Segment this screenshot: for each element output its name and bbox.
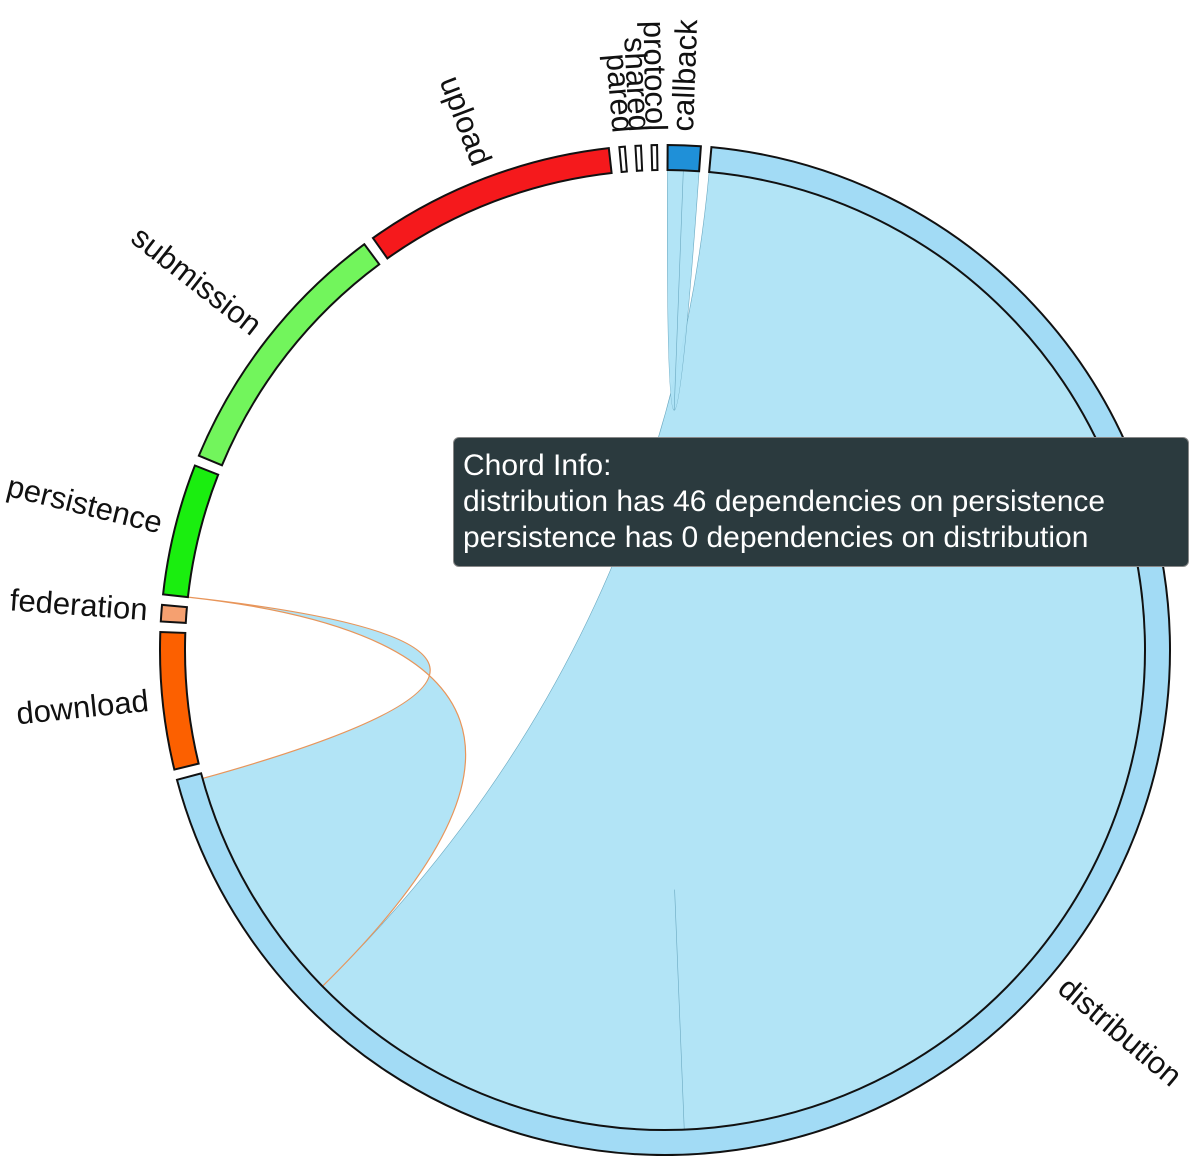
group-label: pared — [599, 52, 641, 134]
group-arc — [650, 144, 659, 172]
group-label: download — [15, 683, 151, 731]
group-arc — [197, 242, 381, 467]
group-arc — [159, 631, 200, 771]
group-label: shared — [617, 36, 657, 133]
tooltip-title: Chord Info: — [463, 449, 612, 482]
group-label: upload — [433, 71, 499, 170]
group-arc — [159, 603, 189, 624]
group-label: persistence — [4, 468, 166, 540]
group-arc — [634, 144, 644, 172]
group-label: callback — [665, 18, 704, 132]
group-label: protocol — [636, 20, 673, 131]
group-arc — [161, 464, 220, 599]
tooltip-line: persistence has 0 dependencies on distri… — [463, 521, 1089, 554]
group-arc — [618, 145, 628, 174]
group-arc — [175, 146, 1171, 1156]
tooltip: Chord Info: distribution has 46 dependen… — [453, 437, 1189, 567]
group-label: federation — [9, 582, 149, 627]
group-label: distribution — [1052, 970, 1189, 1093]
group-arc — [666, 144, 702, 173]
group-arc — [371, 147, 613, 260]
group-label: submission — [125, 219, 269, 342]
chords — [187, 169, 1146, 1131]
tooltip-line: distribution has 46 dependencies on pers… — [463, 485, 1106, 518]
